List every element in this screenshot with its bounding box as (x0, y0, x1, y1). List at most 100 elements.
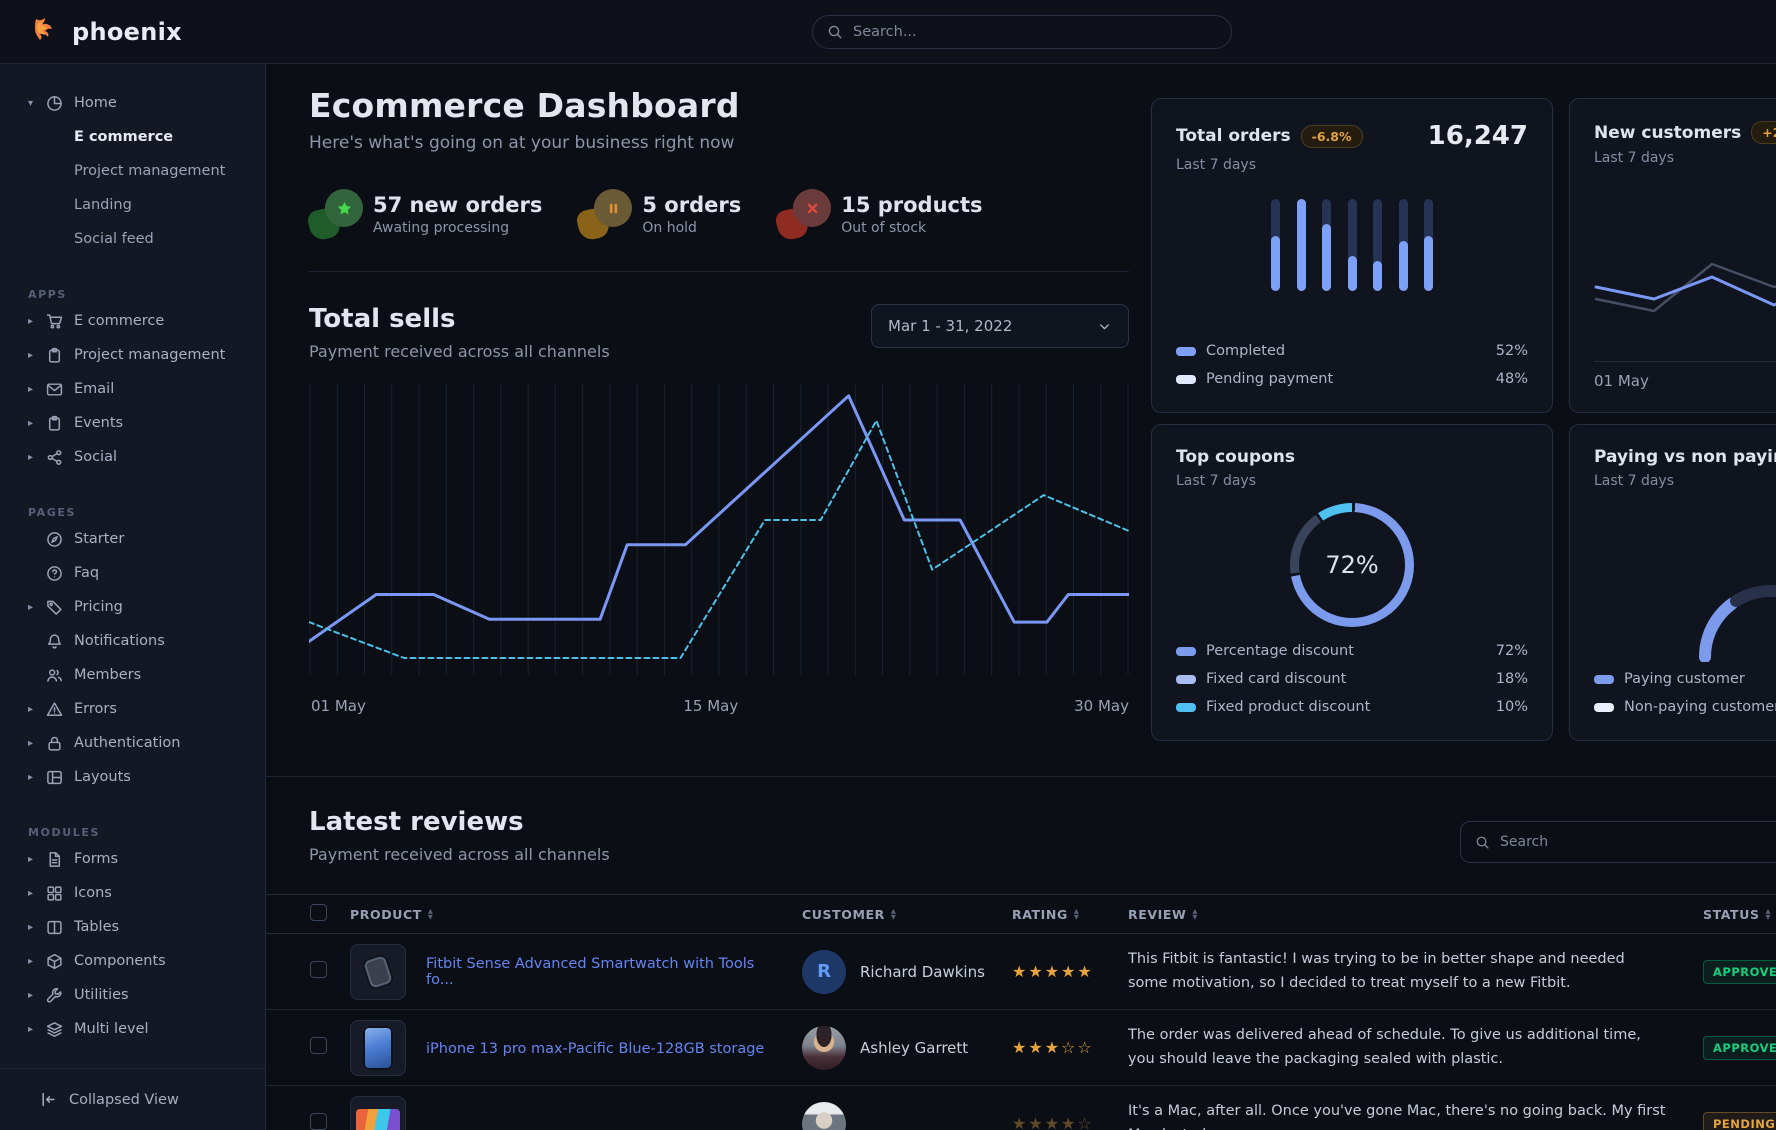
sidebar-subitem-social-feed[interactable]: Social feed (0, 222, 265, 256)
caret-right-icon[interactable]: ▸ (28, 383, 34, 395)
total-orders-legend: Completed 52% Pending payment 48% (1176, 334, 1528, 390)
customer-cell: Ashley Garrett (802, 1025, 1012, 1070)
sidebar-item-notifications[interactable]: Notifications (0, 624, 265, 658)
caret-right-icon[interactable]: ▸ (28, 417, 34, 429)
caret-right-icon[interactable]: ▸ (28, 771, 34, 783)
sidebar-item-e-commerce[interactable]: ▸ E commerce (0, 304, 265, 338)
sidebar-item-icons[interactable]: ▸ Icons (0, 876, 265, 910)
total-sells-chart-canvas (309, 383, 1129, 675)
sidebar-subitem-project-management[interactable]: Project management (0, 154, 265, 188)
total-sells-chart: 01 May 15 May 30 May (309, 383, 1129, 719)
global-search-input[interactable] (853, 24, 1217, 40)
date-range-select[interactable]: Mar 1 - 31, 2022 (871, 304, 1129, 348)
top-coupons-title: Top coupons (1176, 447, 1296, 467)
row-checkbox[interactable] (310, 1113, 327, 1130)
sidebar-item-pricing[interactable]: ▸ Pricing (0, 590, 265, 624)
caret-right-icon[interactable]: ▸ (28, 737, 34, 749)
legend-value: 10% (1495, 699, 1528, 715)
stat-subtext: Out of stock (841, 219, 927, 236)
stat-heading: 15 products (841, 192, 983, 217)
sidebar-item-label: Project management (74, 347, 226, 363)
row-checkbox[interactable] (310, 1037, 327, 1054)
product-image (350, 1095, 406, 1130)
sidebar-item-label: Authentication (74, 735, 181, 751)
legend-swatch (1176, 346, 1196, 356)
sidebar-item-members[interactable]: Members (0, 658, 265, 692)
collapse-sidebar-button[interactable]: Collapsed View (0, 1068, 265, 1130)
legend-label: Paying customer (1624, 671, 1745, 687)
paying-card: Paying vs non paying Last 7 days Paying … (1569, 424, 1776, 741)
sidebar-item-authentication[interactable]: ▸ Authentication (0, 726, 265, 760)
select-all-checkbox[interactable] (310, 904, 327, 921)
caret-right-icon[interactable]: ▸ (28, 921, 34, 933)
status-cell: PENDING (1703, 1111, 1776, 1130)
product-link[interactable]: Fitbit Sense Advanced Smartwatch with To… (426, 955, 755, 988)
caret-right-icon[interactable]: ▸ (28, 451, 34, 463)
caret-right-icon[interactable]: ▸ (28, 1023, 34, 1035)
sidebar-item-label: Events (74, 415, 124, 431)
stat-star-icon (305, 187, 365, 243)
reviews-search-input[interactable] (1500, 834, 1775, 850)
caret-right-icon[interactable]: ▸ (28, 989, 34, 1001)
sidebar-item-forms[interactable]: ▸ Forms (0, 842, 265, 876)
x-tick-label: 30 May (1074, 697, 1129, 715)
cart-icon (46, 313, 63, 330)
sidebar-item-events[interactable]: ▸ Events (0, 406, 265, 440)
sidebar-item-multi-level[interactable]: ▸ Multi level (0, 1012, 265, 1046)
caret-right-icon[interactable]: ▸ (28, 703, 34, 715)
order-bar (1373, 199, 1382, 291)
sidebar-subitem-landing[interactable]: Landing (0, 188, 265, 222)
sidebar-item-components[interactable]: ▸ Components (0, 944, 265, 978)
caret-right-icon[interactable]: ▸ (28, 955, 34, 967)
caret-right-icon[interactable]: ▸ (28, 887, 34, 899)
sidebar-subitem-label: E commerce (74, 129, 174, 145)
file-icon (46, 851, 63, 868)
column-header-rating[interactable]: RATING ▲ ▼ (1012, 907, 1128, 922)
global-search[interactable] (812, 15, 1232, 49)
legend-swatch (1594, 674, 1614, 684)
product-link[interactable]: iPhone 13 pro max-Pacific Blue-128GB sto… (426, 1041, 765, 1057)
sidebar-item-layouts[interactable]: ▸ Layouts (0, 760, 265, 794)
paying-legend-item: Paying customer (1594, 668, 1776, 690)
sidebar-item-email[interactable]: ▸ Email (0, 372, 265, 406)
sidebar-item-faq[interactable]: Faq (0, 556, 265, 590)
legend-label: Percentage discount (1206, 643, 1354, 659)
paying-gauge-chart (1699, 585, 1776, 662)
top-navbar: phoenix (0, 0, 1776, 64)
caret-right-icon[interactable]: ▸ (28, 315, 34, 327)
pie-chart-icon (46, 95, 63, 112)
top-coupons-legend-item: Fixed card discount 18% (1176, 668, 1528, 690)
sidebar-subitem-e-commerce[interactable]: E commerce (0, 120, 265, 154)
order-bar-fill (1398, 241, 1408, 291)
column-header-customer[interactable]: CUSTOMER ▲ ▼ (802, 907, 1012, 922)
dashboard-left-column: Ecommerce Dashboard Here's what's going … (266, 64, 1129, 776)
sidebar-item-utilities[interactable]: ▸ Utilities (0, 978, 265, 1012)
caret-down-icon[interactable]: ▾ (28, 97, 34, 109)
sidebar-item-tables[interactable]: ▸ Tables (0, 910, 265, 944)
sidebar-item-project-management[interactable]: ▸ Project management (0, 338, 265, 372)
sidebar-item-social[interactable]: ▸ Social (0, 440, 265, 474)
sidebar-item-home[interactable]: ▾ Home (0, 86, 265, 120)
column-header-status[interactable]: STATUS ▲ ▼ (1703, 907, 1776, 922)
brand-logo[interactable]: phoenix (30, 0, 182, 64)
sidebar-item-starter[interactable]: Starter (0, 522, 265, 556)
total-sells-x-axis: 01 May 15 May 30 May (309, 697, 1129, 719)
sidebar-item-label: Components (74, 953, 166, 969)
rating-stars: ★★★★★ (1012, 962, 1094, 981)
review-row: ★★★★☆ It's a Mac, after all. Once you've … (266, 1086, 1776, 1130)
sidebar-subitem-label: Landing (74, 197, 132, 213)
caret-right-icon[interactable]: ▸ (28, 601, 34, 613)
gauge-segment (1699, 597, 1739, 662)
compass-icon (46, 531, 63, 548)
grid-icon (46, 885, 63, 902)
caret-right-icon[interactable]: ▸ (28, 349, 34, 361)
column-header-product[interactable]: PRODUCT ▲ ▼ (350, 907, 802, 922)
caret-right-icon[interactable]: ▸ (28, 853, 34, 865)
reviews-search[interactable] (1460, 821, 1776, 863)
row-checkbox-cell (310, 1037, 350, 1058)
sidebar-item-errors[interactable]: ▸ Errors (0, 692, 265, 726)
page-title: Ecommerce Dashboard (309, 86, 740, 125)
row-checkbox[interactable] (310, 961, 327, 978)
top-coupons-legend-item: Fixed product discount 10% (1176, 696, 1528, 718)
column-header-review[interactable]: REVIEW ▲ ▼ (1128, 907, 1703, 922)
